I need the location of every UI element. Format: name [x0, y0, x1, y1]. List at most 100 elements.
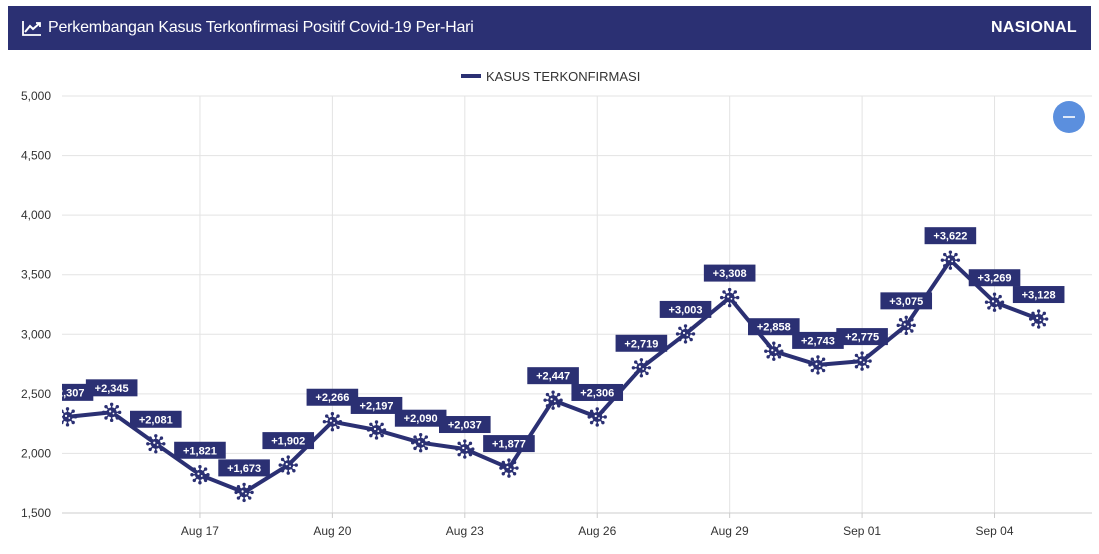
- virus-icon[interactable]: [896, 315, 916, 336]
- virus-icon[interactable]: [322, 412, 343, 432]
- data-label-text: +2,775: [845, 332, 879, 344]
- virus-icon[interactable]: [587, 407, 607, 427]
- data-label: +1,877: [483, 435, 535, 453]
- legend[interactable]: KASUS TERKONFIRMASI: [461, 69, 640, 84]
- virus-icon[interactable]: [1028, 309, 1049, 329]
- data-label-box: [792, 331, 844, 349]
- data-label: +1,673: [218, 459, 270, 477]
- legend-label: KASUS TERKONFIRMASI: [486, 69, 640, 84]
- virus-icon[interactable]: [499, 458, 519, 478]
- data-label: +3,269: [968, 269, 1021, 287]
- data-label-text: +2,266: [315, 392, 349, 404]
- virus-icon[interactable]: [58, 407, 78, 427]
- data-label-box: [350, 396, 403, 414]
- virus-icon[interactable]: [366, 420, 387, 440]
- virus-icon[interactable]: [234, 482, 254, 503]
- x-tick-label: Sep 01: [843, 524, 881, 538]
- data-label: +3,003: [659, 300, 712, 318]
- data-label: +2,197: [350, 396, 403, 414]
- data-label: +2,858: [748, 318, 800, 336]
- plot-region: +2,307 +2,345 +2,081 +1,821 +1,673 +1,902 +2,2…: [51, 227, 1065, 503]
- data-label: +2,307: [51, 383, 94, 401]
- data-label: +2,345: [85, 379, 138, 397]
- virus-icon[interactable]: [101, 402, 122, 423]
- y-tick-label: 1,500: [21, 506, 51, 520]
- y-tick-label: 3,500: [21, 268, 51, 282]
- data-label-text: +1,877: [492, 439, 526, 451]
- data-label-box: [394, 409, 447, 427]
- virus-icon[interactable]: [808, 355, 828, 375]
- data-label: +2,266: [306, 388, 359, 406]
- data-label-box: [174, 441, 226, 459]
- virus-icon[interactable]: [278, 455, 298, 475]
- y-tick-label: 5,000: [21, 89, 51, 103]
- data-label: +2,719: [615, 334, 668, 352]
- data-label-box: [483, 435, 535, 453]
- data-label: +3,622: [924, 227, 977, 245]
- virus-icon[interactable]: [190, 465, 210, 485]
- data-label-text: +2,037: [448, 420, 482, 432]
- data-label-box: [571, 383, 624, 401]
- virus-icon[interactable]: [146, 434, 166, 454]
- data-label: +1,821: [174, 441, 226, 459]
- data-label: +2,037: [439, 416, 491, 434]
- data-label-text: +3,128: [1022, 290, 1056, 302]
- y-tick-label: 2,000: [21, 446, 51, 460]
- data-label: +2,743: [792, 331, 844, 349]
- data-label: +2,090: [394, 409, 447, 427]
- data-label-text: +2,090: [404, 413, 438, 425]
- data-label-box: [306, 388, 359, 406]
- data-label: +2,306: [571, 383, 624, 401]
- zoom-out-button[interactable]: [1053, 101, 1085, 133]
- line-chart-icon: [22, 21, 41, 36]
- data-label-text: +2,743: [801, 335, 835, 347]
- data-label-box: [218, 459, 270, 477]
- x-tick-label: Aug 29: [711, 524, 749, 538]
- header-title-group: Perkembangan Kasus Terkonfirmasi Positif…: [22, 19, 991, 37]
- virus-icon[interactable]: [764, 341, 784, 361]
- virus-icon[interactable]: [984, 292, 1005, 312]
- data-label-box: [748, 318, 800, 336]
- data-label-text: +1,673: [227, 463, 261, 475]
- virus-icon[interactable]: [410, 433, 431, 453]
- virus-icon[interactable]: [940, 250, 961, 270]
- virus-icon[interactable]: [719, 287, 740, 308]
- data-label-box: [527, 367, 579, 385]
- data-label-box: [659, 300, 712, 318]
- data-label-text: +2,306: [580, 387, 614, 399]
- data-label-box: [880, 292, 933, 310]
- data-label-text: +3,308: [713, 268, 747, 280]
- virus-icon[interactable]: [852, 351, 872, 371]
- y-tick-label: 3,000: [21, 327, 51, 341]
- virus-icon[interactable]: [631, 358, 652, 378]
- x-tick-label: Aug 20: [313, 524, 351, 538]
- data-label: +3,308: [703, 264, 756, 282]
- virus-icon[interactable]: [543, 390, 563, 410]
- virus-icon[interactable]: [455, 439, 475, 459]
- data-label: +3,128: [1012, 286, 1065, 304]
- y-tick-label: 2,500: [21, 387, 51, 401]
- y-axis: 1,500 2,000 2,500 3,000 3,500 4,000 4,500 5,000: [21, 89, 51, 520]
- data-label-box: [1012, 286, 1065, 304]
- data-label-box: [85, 379, 138, 397]
- data-label: +2,081: [130, 410, 182, 428]
- data-label-box: [703, 264, 756, 282]
- x-axis: Aug 17 Aug 20 Aug 23 Aug 26 Aug 29 Sep 01 Sep …: [62, 512, 1092, 538]
- data-label-text: +3,622: [933, 231, 967, 243]
- data-label-box: [968, 269, 1021, 287]
- y-tick-label: 4,500: [21, 149, 51, 163]
- data-label: +2,447: [527, 367, 579, 385]
- data-label-box: [924, 227, 977, 245]
- x-tick-label: Sep 04: [975, 524, 1013, 538]
- data-label-text: +3,075: [889, 296, 923, 308]
- data-label: +2,775: [836, 328, 888, 346]
- virus-icon[interactable]: [675, 324, 696, 344]
- data-label-box: [130, 410, 182, 428]
- data-label: +3,075: [880, 292, 933, 310]
- x-tick-label: Aug 26: [578, 524, 616, 538]
- chart-area: 1,500 2,000 2,500 3,000 3,500 4,000 4,500 5,000…: [0, 56, 1099, 549]
- chart-header: Perkembangan Kasus Terkonfirmasi Positif…: [8, 6, 1091, 50]
- data-label-text: +2,307: [51, 387, 85, 399]
- x-tick-label: Aug 23: [446, 524, 484, 538]
- page-title: Perkembangan Kasus Terkonfirmasi Positif…: [48, 19, 474, 36]
